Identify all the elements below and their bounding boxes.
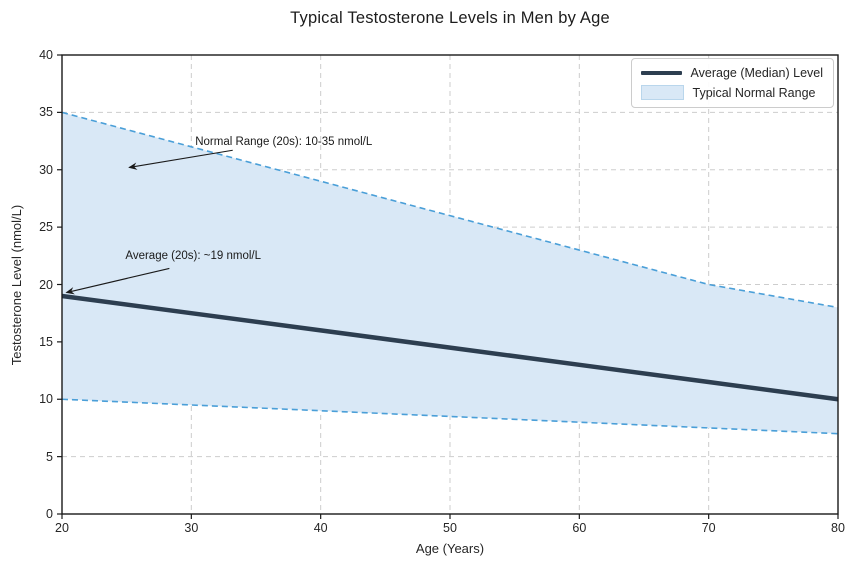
annotation-average: Average (20s): ~19 nmol/L <box>125 249 261 262</box>
x-tick-label: 70 <box>701 521 716 535</box>
x-tick-label: 40 <box>313 521 328 535</box>
y-tick-label: 5 <box>46 449 53 464</box>
legend-label: Typical Normal Range <box>692 85 816 100</box>
y-tick-label: 15 <box>39 334 53 349</box>
legend-item-range: Typical Normal Range <box>640 85 823 100</box>
y-tick-label: 25 <box>39 220 53 235</box>
x-axis-label: Age (Years) <box>415 541 485 556</box>
x-tick-label: 20 <box>55 521 69 535</box>
annotation-arrow <box>65 267 170 295</box>
y-axis-label: Testosterone Level (nmol/L) <box>9 204 24 366</box>
y-tick-label: 40 <box>39 48 53 62</box>
x-tick-label: 60 <box>572 521 587 535</box>
y-tick-label: 20 <box>39 277 53 292</box>
chart-title: Typical Testosterone Levels in Men by Ag… <box>290 9 610 27</box>
x-tick-label: 80 <box>831 521 845 535</box>
legend: Average (Median) Level Typical Normal Ra… <box>630 58 834 108</box>
legend-line-swatch <box>640 71 682 75</box>
legend-item-median: Average (Median) Level <box>640 66 823 80</box>
x-tick-label: 30 <box>184 521 199 535</box>
median-line <box>61 293 839 402</box>
y-tick-label: 30 <box>39 162 53 177</box>
annotation-normal-range: Normal Range (20s): 10-35 nmol/L <box>195 136 373 149</box>
normal-range-band <box>62 112 838 434</box>
y-tick-label: 10 <box>39 392 53 407</box>
normal-range-upper-line <box>61 111 839 309</box>
legend-label: Average (Median) Level <box>690 66 823 80</box>
legend-patch-swatch <box>640 85 684 100</box>
y-tick-label: 35 <box>39 105 53 120</box>
annotation-arrow <box>128 149 233 170</box>
y-tick-label: 0 <box>46 507 53 521</box>
x-tick-label: 50 <box>443 521 457 535</box>
